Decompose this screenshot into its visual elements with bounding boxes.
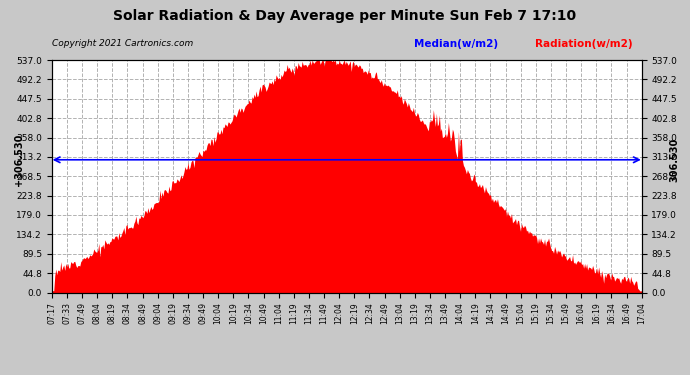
Text: Radiation(w/m2): Radiation(w/m2)	[535, 39, 632, 50]
Text: Solar Radiation & Day Average per Minute Sun Feb 7 17:10: Solar Radiation & Day Average per Minute…	[113, 9, 577, 23]
Text: Copyright 2021 Cartronics.com: Copyright 2021 Cartronics.com	[52, 39, 193, 48]
Text: +306.530: +306.530	[14, 134, 24, 186]
Text: 306.530: 306.530	[669, 138, 679, 182]
Text: Median(w/m2): Median(w/m2)	[414, 39, 498, 50]
